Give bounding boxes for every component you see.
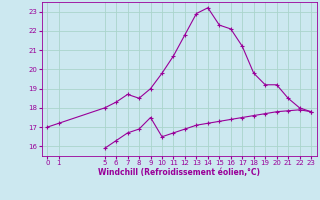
X-axis label: Windchill (Refroidissement éolien,°C): Windchill (Refroidissement éolien,°C): [98, 168, 260, 177]
